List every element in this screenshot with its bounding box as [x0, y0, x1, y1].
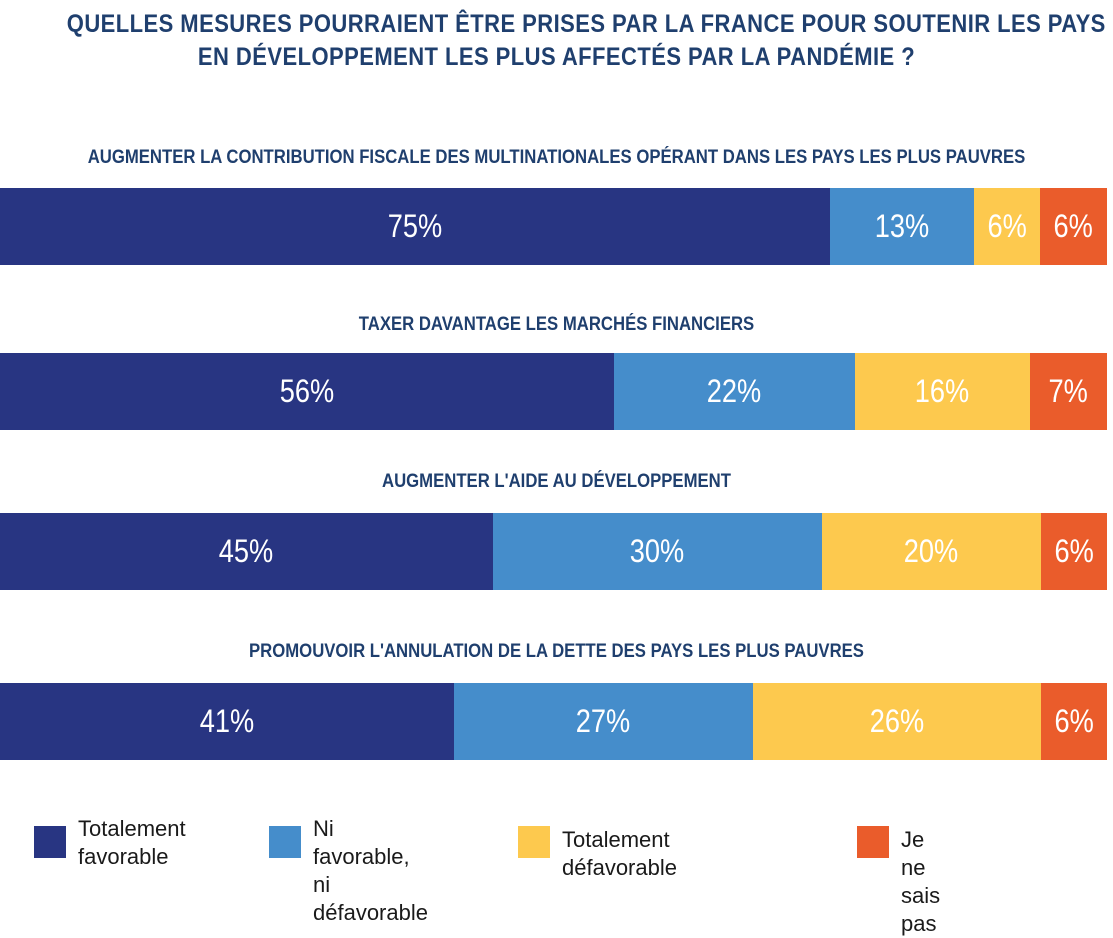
data-label: 56%	[279, 373, 335, 409]
bar-segment-neutral: 30%	[493, 513, 822, 590]
question-label-1: AUGMENTER LA CONTRIBUTION FISCALE DES MU…	[87, 147, 1026, 168]
chart-title-line-1: QUELLES MESURES POURRAIENT ÊTRE PRISES P…	[66, 10, 1106, 38]
bar-row-4: 41% 27% 26% 6%	[0, 683, 1107, 760]
legend-swatch	[269, 826, 301, 858]
data-label: 75%	[387, 208, 443, 244]
data-label: 6%	[1054, 703, 1094, 739]
legend-label: Totalement défavorable	[562, 827, 677, 880]
data-label: 16%	[915, 373, 970, 409]
legend-label: Ni favorable, ni défavorable	[313, 816, 428, 925]
data-label: 22%	[707, 373, 762, 409]
legend-swatch	[857, 826, 889, 858]
chart-title-line-2: EN DÉVELOPPEMENT LES PLUS AFFECTÉS PAR L…	[197, 43, 916, 71]
legend-swatch	[34, 826, 66, 858]
bar-segment-nsp: 6%	[1040, 188, 1107, 265]
bar-segment-neutral: 22%	[614, 353, 855, 430]
bar-segment-nsp: 7%	[1030, 353, 1107, 430]
legend-swatch	[518, 826, 550, 858]
data-label: 13%	[874, 208, 930, 244]
data-label: 45%	[219, 533, 274, 569]
bar-segment-defavorable: 26%	[753, 683, 1041, 760]
data-label: 26%	[869, 703, 925, 739]
bar-segment-defavorable: 16%	[855, 353, 1030, 430]
bar-segment-favorable: 45%	[0, 513, 493, 590]
bar-segment-nsp: 6%	[1041, 513, 1107, 590]
legend-label: Totalement favorable	[78, 816, 186, 869]
bar-segment-neutral: 13%	[830, 188, 974, 265]
data-label: 41%	[199, 703, 255, 739]
question-label-4: PROMOUVOIR L'ANNULATION DE LA DETTE DES …	[249, 641, 864, 662]
data-label: 6%	[987, 208, 1027, 244]
data-label: 7%	[1048, 373, 1089, 409]
question-label-3: AUGMENTER L'AIDE AU DÉVELOPPEMENT	[382, 471, 731, 492]
chart-title: QUELLES MESURES POURRAIENT ÊTRE PRISES P…	[66, 8, 1106, 74]
bar-segment-defavorable: 20%	[822, 513, 1041, 590]
bar-segment-favorable: 41%	[0, 683, 454, 760]
bar-row-2: 56% 22% 16% 7%	[0, 353, 1107, 430]
bar-segment-favorable: 56%	[0, 353, 614, 430]
bar-row-3: 45% 30% 20% 6%	[0, 513, 1107, 590]
bar-segment-favorable: 75%	[0, 188, 830, 265]
bar-segment-neutral: 27%	[454, 683, 753, 760]
bar-row-1: 75% 13% 6% 6%	[0, 188, 1107, 265]
legend-label: Je ne sais pas	[901, 827, 941, 936]
data-label: 30%	[630, 533, 685, 569]
data-label: 6%	[1053, 208, 1094, 244]
bar-segment-defavorable: 6%	[974, 188, 1040, 265]
bar-segment-nsp: 6%	[1041, 683, 1107, 760]
question-label-2: TAXER DAVANTAGE LES MARCHÉS FINANCIERS	[358, 314, 755, 335]
data-label: 20%	[904, 533, 959, 569]
data-label: 27%	[576, 703, 631, 739]
data-label: 6%	[1054, 533, 1094, 569]
